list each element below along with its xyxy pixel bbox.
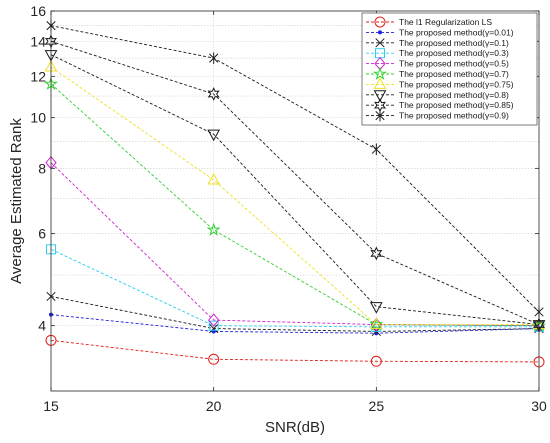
data-point-s3-1 (208, 320, 219, 331)
data-point-s8-2 (370, 246, 383, 261)
y-tick-label: 10 (30, 110, 46, 126)
series-line-5 (50, 83, 540, 327)
legend-label-3: The proposed method(γ=0.3) (399, 48, 509, 58)
y-tick-label: 12 (30, 68, 46, 84)
series-line-8 (50, 40, 540, 325)
data-point-s0-1 (208, 353, 220, 365)
y-axis-title: Average Estimated Rank (8, 118, 25, 284)
legend-label-1: The proposed method(γ=0.01) (399, 27, 514, 37)
legend-label-8: The proposed method(γ=0.85) (399, 100, 514, 110)
legend-marker-6 (373, 77, 387, 89)
series-line-6 (50, 66, 539, 326)
data-point-s0-2 (370, 355, 382, 367)
x-tick-label: 20 (206, 398, 222, 414)
series-line-3 (50, 248, 539, 328)
legend-marker-0 (374, 16, 386, 28)
x-axis-title: SNR(dB) (265, 419, 325, 436)
y-tick-label: 14 (30, 33, 46, 49)
data-point-s5-2 (369, 317, 384, 331)
series-lines (50, 25, 540, 363)
legend-label-4: The proposed method(γ=0.5) (399, 59, 509, 69)
y-tick-label: 4 (38, 318, 46, 334)
y-tick-label: 16 (30, 3, 46, 19)
legend-label-7: The proposed method(γ=0.8) (399, 90, 509, 100)
legend-marker-2 (375, 38, 385, 48)
data-point-s8-1 (207, 87, 220, 101)
series-line-7 (50, 54, 540, 326)
y-tick-label: 6 (38, 226, 46, 242)
legend-marker-7 (373, 90, 387, 102)
data-point-s2-1 (209, 323, 219, 334)
legend-label-5: The proposed method(γ=0.7) (399, 69, 509, 79)
data-point-s9-1 (209, 52, 219, 64)
data-point-s7-1 (207, 129, 221, 142)
legend-label-0: The l1 Regularization LS (399, 17, 492, 27)
data-point-s4-1 (208, 313, 220, 327)
legend-marker-5 (373, 66, 387, 80)
series-line-4 (50, 162, 540, 327)
x-tick-label: 25 (369, 398, 385, 414)
axis-ticks: 15 20 25 30 4 6 8 10 12 14 16 (30, 3, 547, 414)
data-point-s5-1 (206, 222, 221, 236)
data-point-s9-2 (371, 143, 381, 156)
data-point-s6-1 (207, 172, 221, 185)
data-point-s6-2 (369, 317, 383, 330)
x-tick-label: 15 (43, 398, 59, 414)
series-line-2 (50, 296, 540, 332)
series-line-9 (50, 25, 540, 313)
legend-marker-9 (375, 109, 385, 122)
x-tick-label: 30 (531, 398, 547, 414)
series-line-0 (50, 339, 540, 363)
data-point-s7-2 (369, 302, 383, 314)
legend-label-2: The proposed method(γ=0.1) (399, 38, 509, 48)
legend-label-6: The proposed method(γ=0.75) (399, 79, 514, 89)
legend-label-9: The proposed method(γ=0.9) (399, 111, 509, 121)
legend-marker-1 (378, 30, 382, 35)
series-line-1 (50, 314, 540, 334)
legend-box (361, 12, 538, 126)
y-tick-label: 8 (38, 160, 46, 176)
plot-frame (50, 10, 540, 392)
